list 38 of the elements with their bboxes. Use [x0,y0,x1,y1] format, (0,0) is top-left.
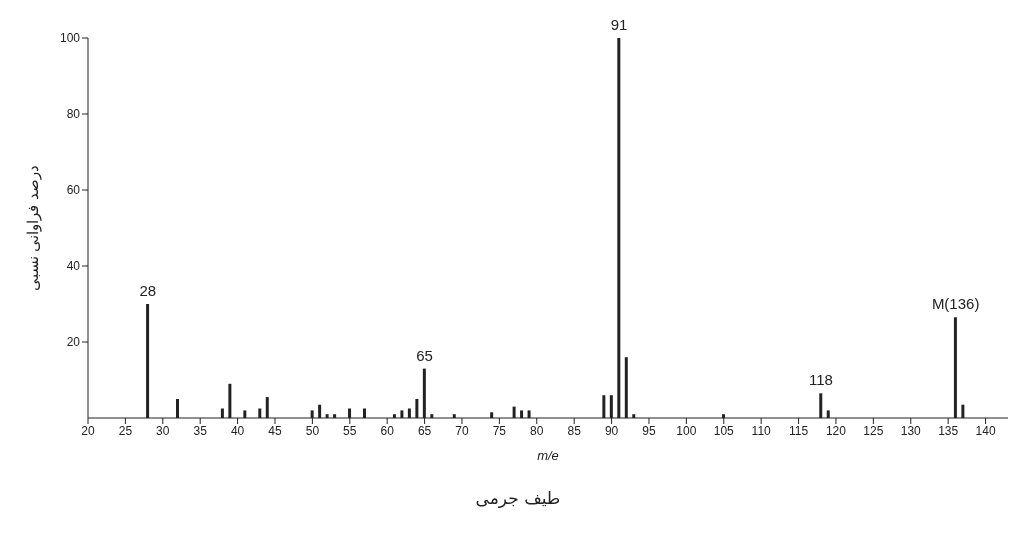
x-tick-label: 140 [975,423,996,438]
x-tick-label: 45 [268,423,282,438]
annotation: 118 [809,371,833,389]
text: طیف جرمی [474,488,562,508]
x-tick-label: 115 [789,423,809,438]
x-tick-label: 75 [492,423,507,438]
annotation: 65 [416,346,433,364]
y-tick-label: 20 [66,335,81,350]
x-tick-label: 25 [118,423,133,438]
annotation: 28 [139,282,157,299]
x-tick-label: 85 [567,423,582,438]
x-tick-label: 65 [417,423,432,438]
x-tick-label: 20 [81,423,95,438]
y-tick-label: 60 [66,183,81,198]
y-axis-title: درصد فراوانی نسبی [24,165,43,291]
x-tick-label: 135 [938,423,959,438]
annotation: M(136) [931,295,980,313]
x-tick-label: 90 [604,423,619,438]
y-tick-label: 100 [59,31,81,46]
x-tick-label: 70 [455,423,469,438]
x-tick-label: 120 [825,423,847,438]
x-tick-label: 55 [343,423,357,438]
x-tick-label: 35 [193,423,208,438]
annotation: 91 [610,16,628,33]
x-tick-label: 60 [380,423,395,438]
x-axis-title: m/e [537,448,559,463]
x-tick-label: 95 [642,423,656,438]
x-tick-label: 110 [751,423,772,438]
x-tick-label: 40 [230,423,245,438]
x-tick-label: 105 [713,423,735,438]
x-tick-label: 80 [530,423,544,438]
y-tick-label: 40 [66,259,81,274]
x-tick-label: 125 [863,423,884,438]
x-tick-label: 130 [900,423,922,438]
x-tick-label: 100 [676,423,697,438]
x-tick-label: 30 [156,423,170,438]
y-tick-label: 80 [66,107,81,122]
x-tick-label: 50 [305,423,320,438]
